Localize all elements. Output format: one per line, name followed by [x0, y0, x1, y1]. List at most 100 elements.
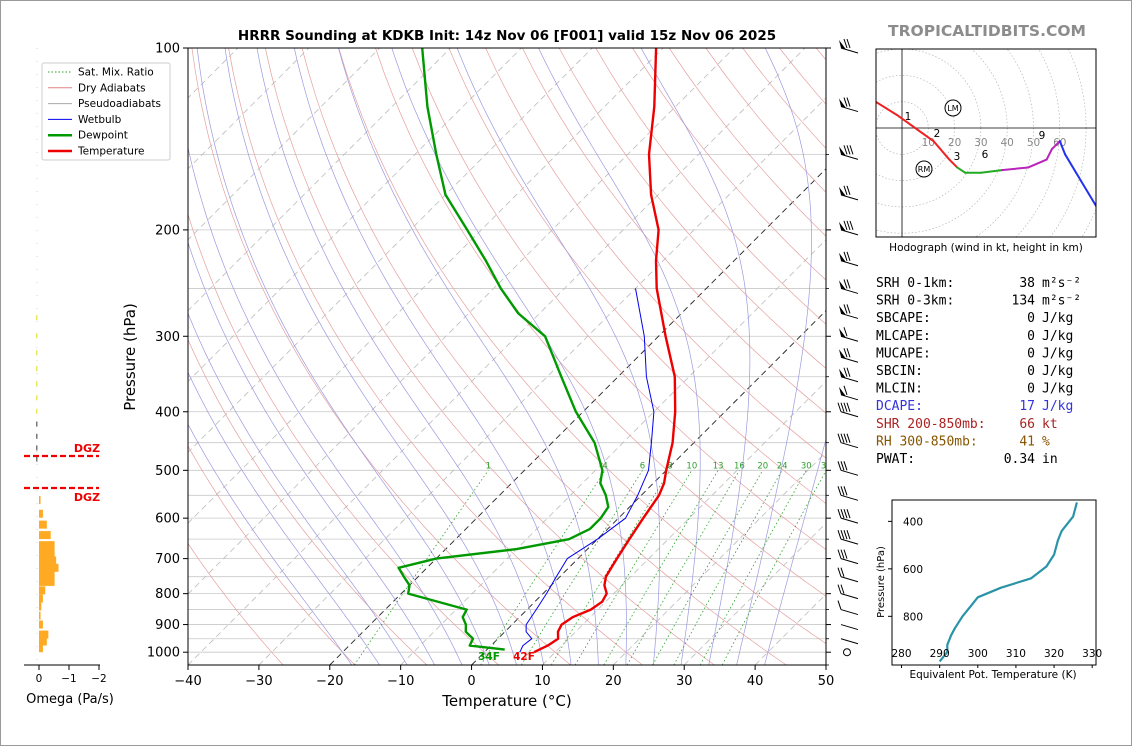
omega-bar-small [36, 395, 38, 401]
barb-feather [846, 304, 851, 314]
dry-adiabat [558, 48, 826, 369]
barb-feather [846, 279, 851, 289]
omega-bar [39, 556, 57, 565]
barb-feather [843, 38, 848, 49]
barb-feather [846, 220, 851, 231]
isotherm [683, 522, 826, 665]
barb-feather [837, 549, 842, 559]
omega-bar-small [36, 445, 38, 451]
wind-barb [837, 486, 859, 501]
hodograph-height-label: 9 [1039, 130, 1046, 142]
omega-x-label: Omega (Pa/s) [26, 692, 114, 707]
omega-bar [39, 509, 43, 518]
barb-feather [840, 584, 845, 594]
y-tick-label: 500 [155, 464, 180, 479]
y-tick-label: 400 [155, 405, 180, 420]
mixing-ratio-label: 30 [801, 461, 812, 471]
theta-e-y-tick-label: 600 [903, 564, 923, 576]
dry-adiabat [188, 445, 356, 665]
param-unit: % [1042, 434, 1050, 449]
omega-bar-small [36, 381, 38, 387]
omega-bar-small [36, 408, 38, 414]
barb-flag [839, 186, 846, 197]
isotherm [471, 309, 826, 665]
dry-adiabat [522, 48, 826, 414]
moist-adiabat [188, 241, 436, 665]
theta-e-x-tick-label: 310 [1006, 648, 1026, 660]
series-dewpoint [397, 48, 610, 651]
hodograph-segment [1000, 166, 1030, 172]
hodograph-segment [914, 127, 935, 143]
barb-feather [843, 304, 848, 314]
x-tick-label: 30 [676, 674, 693, 689]
barb-shaft [840, 558, 859, 565]
y-tick-label: 100 [155, 42, 180, 57]
omega-bar-small [36, 433, 38, 439]
omega-bar [39, 531, 51, 540]
wind-barb [840, 638, 859, 645]
param-unit: J/kg [1042, 329, 1073, 344]
param-value: 38 [1019, 276, 1035, 291]
param-label: SRH 0-3km: [876, 294, 954, 309]
barb-feather [843, 279, 848, 289]
param-value: 41 [1019, 434, 1035, 449]
isotherm [400, 239, 826, 665]
omega-bar [39, 630, 49, 639]
wind-barb [839, 97, 859, 113]
x-tick-label: 0 [467, 674, 475, 689]
barb-flag [839, 146, 846, 156]
x-tick-label: −40 [174, 674, 201, 689]
isotherm [258, 97, 826, 665]
param-unit: J/kg [1042, 311, 1073, 326]
barb-shaft [840, 494, 859, 501]
hodograph-segment [1050, 140, 1061, 151]
omega-bar [39, 586, 46, 595]
barb-flag [839, 221, 846, 232]
legend-label: Sat. Mix. Ratio [78, 67, 154, 79]
barb-shaft [840, 593, 859, 600]
hodograph-segment [979, 169, 1003, 174]
barb-feather [843, 385, 848, 395]
dry-adiabat [188, 338, 428, 665]
dry-adiabat [188, 542, 284, 665]
barb-feather [843, 486, 848, 496]
theta-e-x-tick-label: 330 [1082, 648, 1102, 660]
isotherm [188, 48, 806, 665]
mixing-ratio-line [550, 470, 671, 665]
isotherm [188, 48, 735, 595]
y-tick-label: 300 [155, 330, 180, 345]
barb-shaft [840, 411, 859, 418]
wind-barb [839, 185, 859, 201]
barb-feather [843, 367, 848, 377]
barb-feather [837, 600, 842, 610]
param-value: 0 [1027, 382, 1035, 397]
mixing-ratio-line [603, 470, 719, 665]
mixing-ratio-label: 4 [602, 461, 607, 471]
barb-shaft [840, 609, 859, 616]
omega-bar-small [36, 366, 38, 372]
omega-tick-label: 0 [36, 673, 43, 685]
barb-feather [840, 433, 845, 443]
moist-adiabat [196, 48, 490, 665]
dry-adiabat [411, 48, 826, 550]
omega-bar [39, 577, 55, 586]
barb-feather [846, 367, 851, 377]
storm-motion-marker [915, 160, 933, 178]
skewt-y-label: Pressure (hPa) [121, 303, 139, 411]
barb-shaft [840, 442, 859, 449]
moist-adiabat [256, 48, 545, 665]
omega-bar [39, 644, 43, 653]
barb-feather [846, 38, 851, 49]
wind-barb [837, 584, 859, 600]
param-label: DCAPE: [876, 399, 923, 414]
y-tick-label: 1000 [147, 646, 180, 661]
isotherm [542, 380, 826, 665]
theta-e-x-tick-label: 320 [1044, 648, 1064, 660]
y-tick-label: 200 [155, 223, 180, 238]
storm-motion-label: RM [918, 165, 931, 174]
wind-barb [840, 624, 859, 631]
param-label: PWAT: [876, 452, 915, 467]
moist-adiabat [640, 48, 751, 665]
series-temperature [533, 48, 677, 654]
